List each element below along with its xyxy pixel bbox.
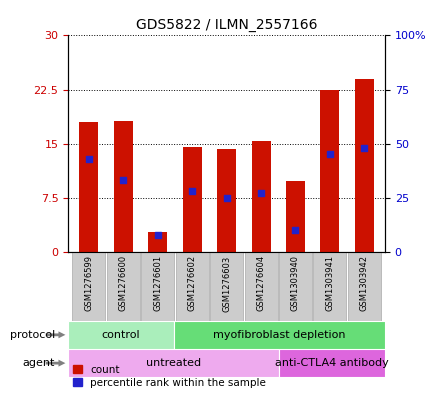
Bar	[286, 181, 305, 252]
Bar	[252, 141, 271, 252]
Bar	[210, 252, 243, 321]
Bar	[313, 252, 346, 321]
Point	[120, 177, 127, 184]
Bar	[141, 252, 174, 321]
Bar	[355, 79, 374, 252]
Bar	[245, 252, 278, 321]
Text: GSM1303942: GSM1303942	[360, 255, 369, 311]
Bar	[68, 349, 279, 377]
Text: protocol: protocol	[10, 330, 55, 340]
Text: GSM1276602: GSM1276602	[188, 255, 197, 312]
Text: GSM1303940: GSM1303940	[291, 255, 300, 311]
Bar	[72, 252, 106, 321]
Point	[257, 190, 264, 196]
Text: untreated: untreated	[146, 358, 202, 368]
Bar	[320, 90, 339, 252]
Text: GSM1276604: GSM1276604	[257, 255, 265, 312]
Bar	[183, 147, 202, 252]
Text: GSM1276600: GSM1276600	[119, 255, 128, 312]
Bar	[148, 232, 167, 252]
Text: GSM1276599: GSM1276599	[84, 255, 93, 311]
Text: GSM1303941: GSM1303941	[326, 255, 334, 311]
Point	[189, 188, 196, 195]
Text: anti-CTLA4 antibody: anti-CTLA4 antibody	[275, 358, 389, 368]
Bar	[348, 252, 381, 321]
Title: GDS5822 / ILMN_2557166: GDS5822 / ILMN_2557166	[136, 18, 317, 31]
Text: agent: agent	[22, 358, 55, 368]
Bar	[279, 252, 312, 321]
Point	[326, 151, 334, 158]
Bar	[114, 121, 133, 252]
Bar	[174, 321, 385, 349]
Point	[223, 195, 230, 201]
Bar	[217, 149, 236, 252]
Bar	[107, 252, 140, 321]
Point	[154, 231, 161, 238]
Bar	[279, 349, 385, 377]
Bar	[79, 122, 98, 252]
Legend: count, percentile rank within the sample: count, percentile rank within the sample	[73, 365, 266, 388]
Text: myofibroblast depletion: myofibroblast depletion	[213, 330, 346, 340]
Point	[292, 227, 299, 233]
Text: control: control	[102, 330, 140, 340]
Text: GSM1276603: GSM1276603	[222, 255, 231, 312]
Point	[361, 145, 368, 151]
Point	[85, 156, 92, 162]
Bar	[176, 252, 209, 321]
Bar	[68, 321, 174, 349]
Text: GSM1276601: GSM1276601	[153, 255, 162, 312]
